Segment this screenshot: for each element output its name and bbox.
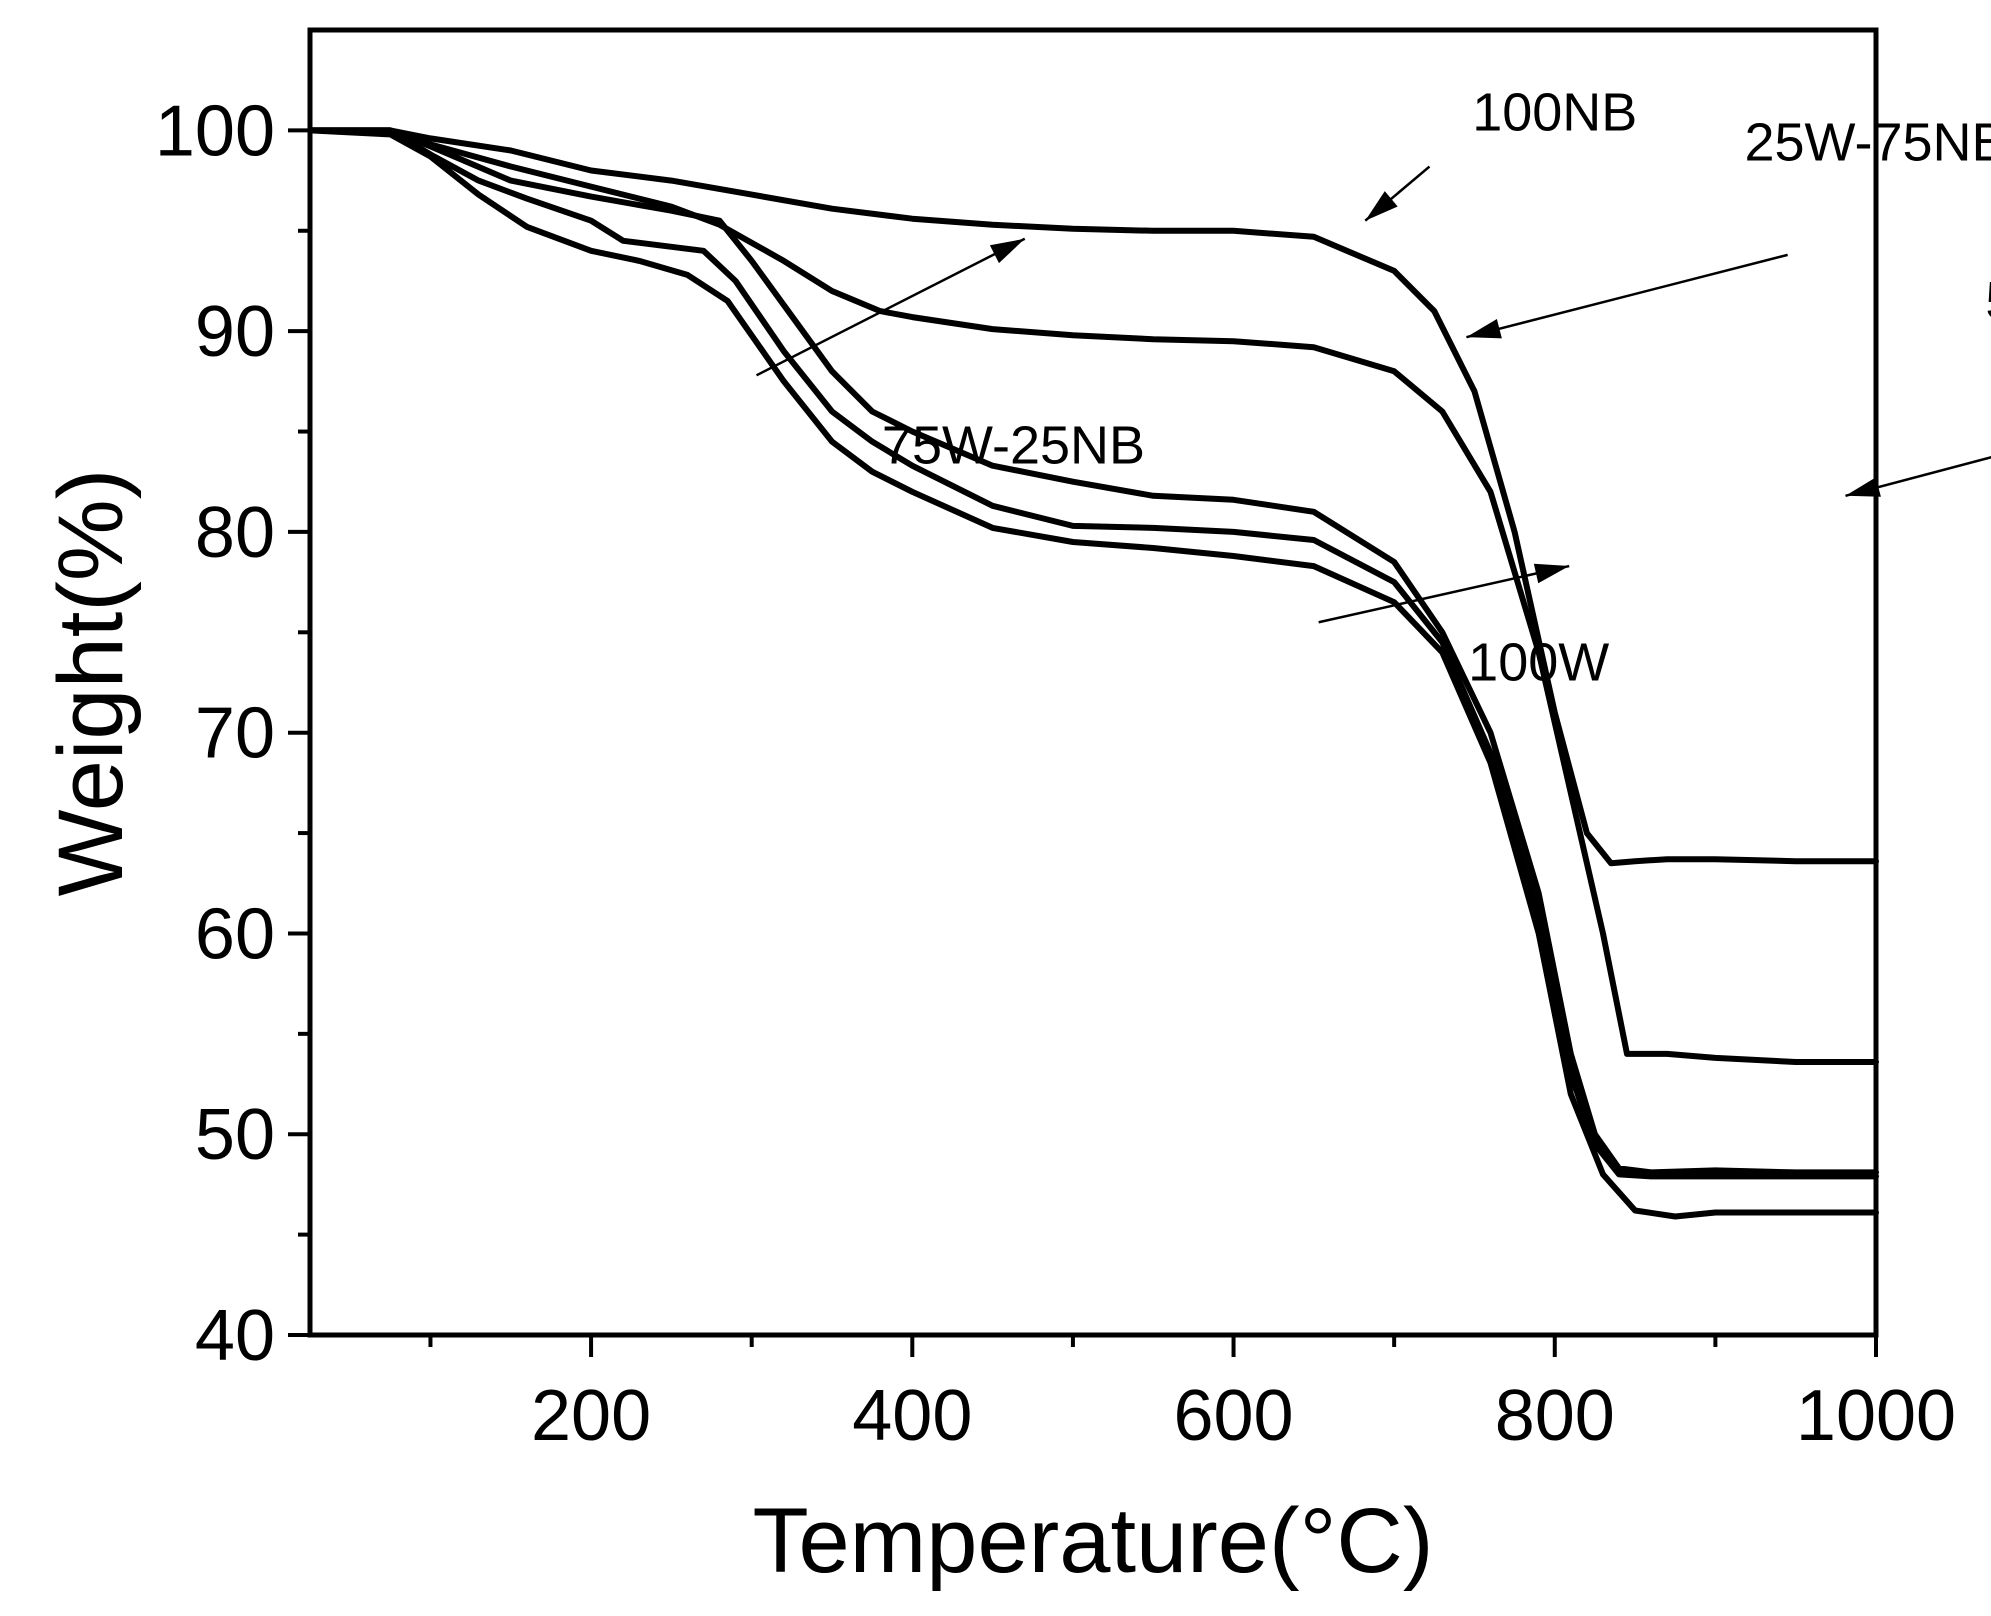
annotation-label: 25W-75NB	[1744, 113, 1991, 173]
annotation-arrowhead	[989, 238, 1025, 264]
annotation-arrowhead	[1365, 191, 1398, 221]
x-axis-title: Temperature(°C)	[753, 1490, 1434, 1592]
series-line	[307, 127, 1879, 1065]
x-tick-label: 1000	[1796, 1376, 1956, 1456]
annotation-arrow-line	[1466, 253, 1788, 339]
annotation-arrow-line	[755, 237, 1026, 377]
series-line	[307, 127, 1879, 867]
y-tick-label: 70	[195, 694, 275, 774]
x-tick-label: 200	[531, 1376, 651, 1456]
x-tick-label: 400	[852, 1376, 972, 1456]
annotation-arrowhead	[1466, 319, 1502, 339]
x-tick-label: 800	[1495, 1376, 1615, 1456]
y-tick-label: 60	[195, 894, 275, 974]
y-tick-label: 100	[155, 91, 275, 171]
annotation-label: 50W-50NB	[1985, 271, 1991, 331]
annotation-label: 100NB	[1472, 82, 1637, 142]
series-line	[307, 127, 1879, 1180]
plot-frame	[307, 27, 1879, 1338]
annotation-label: 100W	[1468, 632, 1609, 692]
y-tick-label: 80	[195, 493, 275, 573]
annotation-layer: 100NB 25W-75NB 50W-50NB 75W-25NB 100W	[755, 82, 1991, 692]
y-tick-label: 40	[195, 1296, 275, 1376]
annotation-arrow-line	[1318, 564, 1570, 624]
annotation-arrowhead	[1845, 477, 1881, 497]
annotation-label: 75W-25NB	[882, 416, 1145, 476]
series-layer	[307, 127, 1879, 1220]
y-tick-label: 90	[195, 292, 275, 372]
series-line	[307, 127, 1879, 1220]
series-line	[307, 127, 1879, 1176]
x-tick-label: 600	[1173, 1376, 1293, 1456]
y-axis-title: Weight(%)	[40, 469, 142, 897]
annotation-arrowhead	[1533, 563, 1570, 584]
tick-layer: 200 400 600 800 1000 40 50 60 70 80 90 100	[155, 91, 1956, 1456]
annotation-arrow-line	[1845, 455, 1991, 497]
y-tick-label: 50	[195, 1095, 275, 1175]
